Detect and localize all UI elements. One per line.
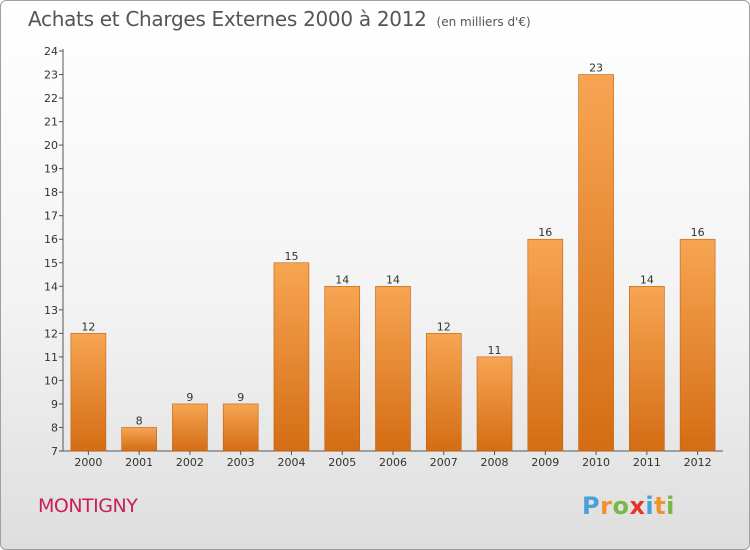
y-tick-label: 22 [44, 92, 58, 105]
y-tick-label: 15 [44, 257, 58, 270]
y-tick-label: 9 [51, 398, 58, 411]
y-tick-label: 21 [44, 116, 58, 129]
chart-title-text: Achats et Charges Externes 2000 à 2012 [28, 7, 427, 31]
y-tick-label: 24 [44, 45, 58, 58]
bar [629, 285, 665, 452]
bar [70, 333, 107, 452]
y-tick-label: 19 [44, 163, 58, 176]
bar [375, 285, 411, 452]
bar [121, 427, 157, 452]
bar [324, 285, 361, 452]
chart-subtitle: (en milliers d'€) [436, 15, 531, 29]
x-tick-label: 2012 [684, 456, 712, 469]
bar-value-label: 16 [538, 226, 552, 239]
bar-value-label: 14 [335, 273, 349, 286]
bar [172, 403, 208, 452]
y-tick-label: 16 [44, 233, 58, 246]
y-tick-label: 10 [44, 374, 58, 387]
x-tick-label: 2008 [481, 456, 509, 469]
bar-value-label: 12 [81, 320, 95, 333]
bar-value-label: 14 [386, 273, 400, 286]
x-tick-label: 2001 [125, 456, 153, 469]
bar-value-label: 8 [136, 414, 143, 427]
bar [273, 262, 310, 452]
x-tick-label: 2003 [227, 456, 255, 469]
bar-value-label: 16 [691, 226, 705, 239]
logo-letter: P [582, 492, 601, 520]
bar-value-label: 11 [488, 344, 502, 357]
bar-value-label: 15 [284, 250, 298, 263]
y-tick-label: 12 [44, 327, 58, 340]
bar [578, 74, 614, 452]
x-tick-label: 2005 [328, 456, 356, 469]
x-tick-label: 2010 [582, 456, 610, 469]
x-tick-label: 2004 [277, 456, 305, 469]
chart-title: Achats et Charges Externes 2000 à 2012 (e… [28, 7, 531, 31]
proxiti-logo: Proxiti [582, 492, 675, 520]
bar [476, 356, 513, 452]
commune-name: MONTIGNY [38, 495, 138, 517]
y-tick-label: 18 [44, 186, 58, 199]
y-tick-label: 11 [44, 351, 58, 364]
x-tick-label: 2007 [430, 456, 458, 469]
bar-value-label: 9 [186, 391, 193, 404]
logo-letter: o [612, 492, 630, 520]
bar-value-label: 9 [237, 391, 244, 404]
y-tick-label: 13 [44, 304, 58, 317]
y-tick-label: 17 [44, 210, 58, 223]
bar-value-label: 23 [589, 62, 603, 75]
y-tick-label: 20 [44, 139, 58, 152]
bar [222, 403, 259, 452]
y-tick-label: 14 [44, 280, 58, 293]
bar-value-label: 12 [437, 320, 451, 333]
y-tick-label: 23 [44, 69, 58, 82]
x-tick-label: 2006 [379, 456, 407, 469]
x-tick-label: 2009 [531, 456, 559, 469]
logo-letter: t [654, 492, 667, 520]
y-tick-label: 7 [51, 445, 58, 458]
x-tick-label: 2002 [176, 456, 204, 469]
x-tick-label: 2000 [74, 456, 102, 469]
x-tick-label: 2011 [633, 456, 661, 469]
logo-letter: r [600, 492, 613, 520]
logo-letter: x [629, 492, 646, 520]
y-tick-label: 8 [51, 421, 58, 434]
bar [425, 333, 462, 452]
bar [679, 238, 716, 452]
bar [527, 238, 564, 452]
logo-letter: i [666, 492, 675, 520]
logo-letter: i [645, 492, 655, 520]
bar-value-label: 14 [640, 273, 654, 286]
